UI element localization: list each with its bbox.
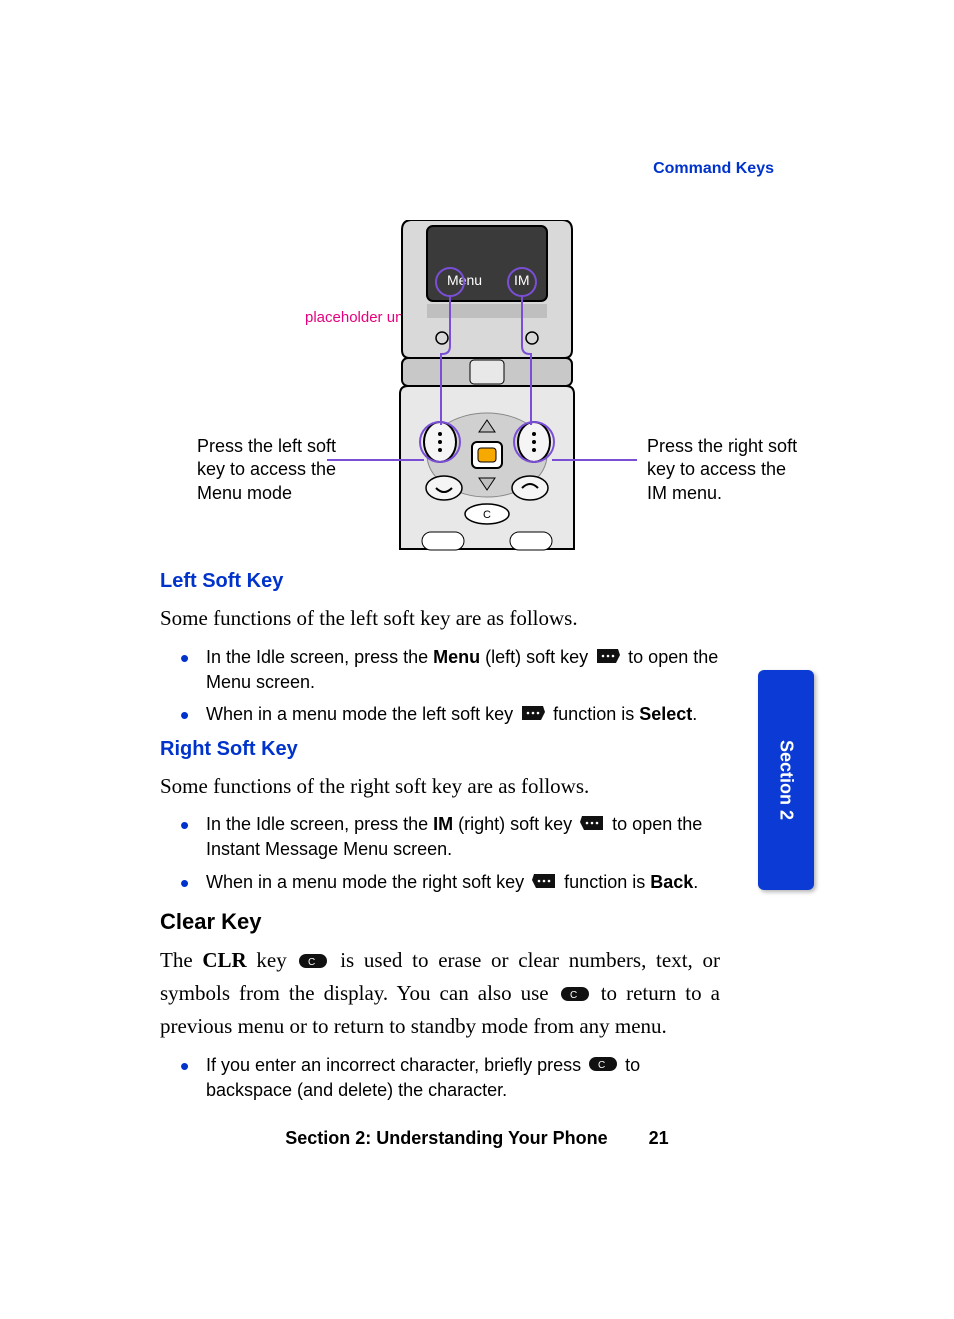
para-left-soft: Some functions of the left soft key are … (160, 603, 720, 635)
footer-text: Section 2: Understanding Your Phone (285, 1128, 607, 1148)
soft-key-left-icon (520, 703, 546, 727)
section-tab-label: Section 2 (776, 740, 797, 820)
clr-key-icon: C (298, 947, 328, 979)
para-clear: The CLR key C is used to erase or clear … (160, 945, 720, 1042)
bullets-left-soft: In the Idle screen, press the Menu (left… (160, 645, 720, 728)
heading-right-soft-key: Right Soft Key (160, 738, 720, 761)
page-header-label: Command Keys (653, 160, 774, 178)
list-item: When in a menu mode the right soft key f… (202, 870, 720, 895)
callout-right: Press the right soft key to access the I… (647, 435, 807, 505)
bullets-right-soft: In the Idle screen, press the IM (right)… (160, 812, 720, 895)
body-content: Left Soft Key Some functions of the left… (160, 570, 720, 1102)
soft-key-right-icon (579, 813, 605, 837)
bullets-clear: If you enter an incorrect character, bri… (160, 1053, 720, 1103)
svg-text:C: C (570, 990, 577, 1001)
svg-text:C: C (308, 957, 315, 968)
page-number: 21 (649, 1128, 669, 1149)
section-tab: Section 2 (758, 670, 814, 890)
clr-key-icon: C (560, 980, 590, 1012)
list-item: In the Idle screen, press the IM (right)… (202, 812, 720, 862)
callout-lines (177, 220, 797, 560)
phone-diagram: placeholder until image is created Menu … (177, 220, 797, 560)
list-item: When in a menu mode the left soft key fu… (202, 702, 720, 727)
para-right-soft: Some functions of the right soft key are… (160, 771, 720, 803)
list-item: In the Idle screen, press the Menu (left… (202, 645, 720, 695)
page-footer: Section 2: Understanding Your Phone 21 (0, 1128, 954, 1149)
heading-left-soft-key: Left Soft Key (160, 570, 720, 593)
soft-key-right-icon (531, 871, 557, 895)
clr-key-icon: C (588, 1054, 618, 1078)
list-item: If you enter an incorrect character, bri… (202, 1053, 720, 1103)
soft-key-left-icon (595, 646, 621, 670)
callout-left: Press the left soft key to access the Me… (197, 435, 357, 505)
svg-text:C: C (598, 1060, 605, 1071)
heading-clear-key: Clear Key (160, 909, 720, 935)
